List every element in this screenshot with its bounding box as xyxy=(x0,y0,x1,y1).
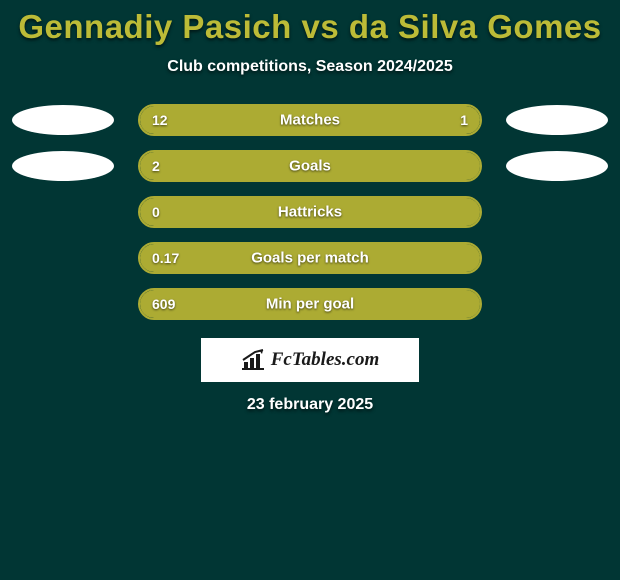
stat-left-value: 0.17 xyxy=(152,250,179,266)
stat-bar: 0 Hattricks xyxy=(138,196,482,228)
stats-list: 12 1 Matches 2 Goals 0 Hattricks 0.17 Goals per … xyxy=(0,104,620,320)
spacer xyxy=(12,197,114,227)
stat-label: Matches xyxy=(280,112,340,129)
spacer xyxy=(506,243,608,273)
stat-label: Min per goal xyxy=(266,296,354,313)
stat-left-value: 12 xyxy=(152,112,168,128)
stat-label: Goals xyxy=(289,158,331,175)
date-text: 23 february 2025 xyxy=(0,396,620,414)
bar-left-fill xyxy=(140,106,405,134)
stat-bar: 0.17 Goals per match xyxy=(138,242,482,274)
subtitle: Club competitions, Season 2024/2025 xyxy=(0,58,620,76)
stat-label: Hattricks xyxy=(278,204,342,221)
stat-row: 609 Min per goal xyxy=(0,288,620,320)
player-left-oval xyxy=(12,151,114,181)
stat-row: 2 Goals xyxy=(0,150,620,182)
logo-text: FcTables.com xyxy=(271,349,380,371)
player-right-oval xyxy=(506,151,608,181)
stat-row: 0.17 Goals per match xyxy=(0,242,620,274)
stat-row: 12 1 Matches xyxy=(0,104,620,136)
player-right-oval xyxy=(506,105,608,135)
stat-bar: 12 1 Matches xyxy=(138,104,482,136)
player-left-oval xyxy=(12,105,114,135)
stat-left-value: 609 xyxy=(152,296,175,312)
stat-label: Goals per match xyxy=(251,250,369,267)
stat-left-value: 2 xyxy=(152,158,160,174)
spacer xyxy=(506,197,608,227)
bar-right-fill xyxy=(405,106,480,134)
stat-bar: 609 Min per goal xyxy=(138,288,482,320)
stat-bar: 2 Goals xyxy=(138,150,482,182)
spacer xyxy=(506,289,608,319)
page-title: Gennadiy Pasich vs da Silva Gomes xyxy=(0,8,620,46)
spacer xyxy=(12,243,114,273)
spacer xyxy=(12,289,114,319)
stat-left-value: 0 xyxy=(152,204,160,220)
stat-row: 0 Hattricks xyxy=(0,196,620,228)
chart-icon xyxy=(241,349,267,371)
logo-box: FcTables.com xyxy=(201,338,419,382)
infographic-container: Gennadiy Pasich vs da Silva Gomes Club c… xyxy=(0,0,620,414)
stat-right-value: 1 xyxy=(460,112,468,128)
